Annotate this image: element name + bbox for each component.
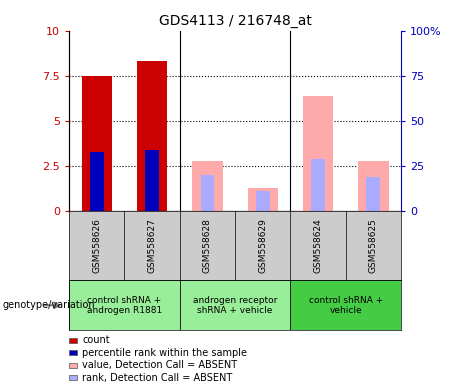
Text: count: count xyxy=(83,335,110,345)
Text: GSM558626: GSM558626 xyxy=(92,218,101,273)
Bar xyxy=(303,96,333,211)
Text: GSM558627: GSM558627 xyxy=(148,218,157,273)
Bar xyxy=(366,177,380,211)
Bar xyxy=(311,159,325,211)
Bar xyxy=(145,150,159,211)
Bar xyxy=(180,280,290,330)
Text: androgen receptor
shRNA + vehicle: androgen receptor shRNA + vehicle xyxy=(193,296,278,315)
Bar xyxy=(69,363,77,368)
Bar xyxy=(69,280,180,330)
Text: genotype/variation: genotype/variation xyxy=(2,300,95,310)
Title: GDS4113 / 216748_at: GDS4113 / 216748_at xyxy=(159,14,312,28)
Text: control shRNA +
vehicle: control shRNA + vehicle xyxy=(308,296,383,315)
Text: rank, Detection Call = ABSENT: rank, Detection Call = ABSENT xyxy=(83,373,233,383)
Text: value, Detection Call = ABSENT: value, Detection Call = ABSENT xyxy=(83,360,237,370)
Bar xyxy=(69,375,77,380)
Bar xyxy=(192,161,223,211)
Text: GSM558628: GSM558628 xyxy=(203,218,212,273)
Bar xyxy=(69,350,77,355)
Text: GSM558625: GSM558625 xyxy=(369,218,378,273)
Bar xyxy=(90,152,104,211)
Bar xyxy=(69,338,77,343)
Bar xyxy=(358,161,389,211)
Bar xyxy=(137,61,167,211)
Bar xyxy=(290,280,401,330)
Text: GSM558629: GSM558629 xyxy=(258,218,267,273)
Bar xyxy=(82,76,112,211)
Bar xyxy=(248,188,278,211)
Text: percentile rank within the sample: percentile rank within the sample xyxy=(83,348,248,358)
Text: GSM558624: GSM558624 xyxy=(313,218,323,273)
Bar xyxy=(201,175,214,211)
Bar xyxy=(256,191,270,211)
Text: control shRNA +
androgen R1881: control shRNA + androgen R1881 xyxy=(87,296,162,315)
